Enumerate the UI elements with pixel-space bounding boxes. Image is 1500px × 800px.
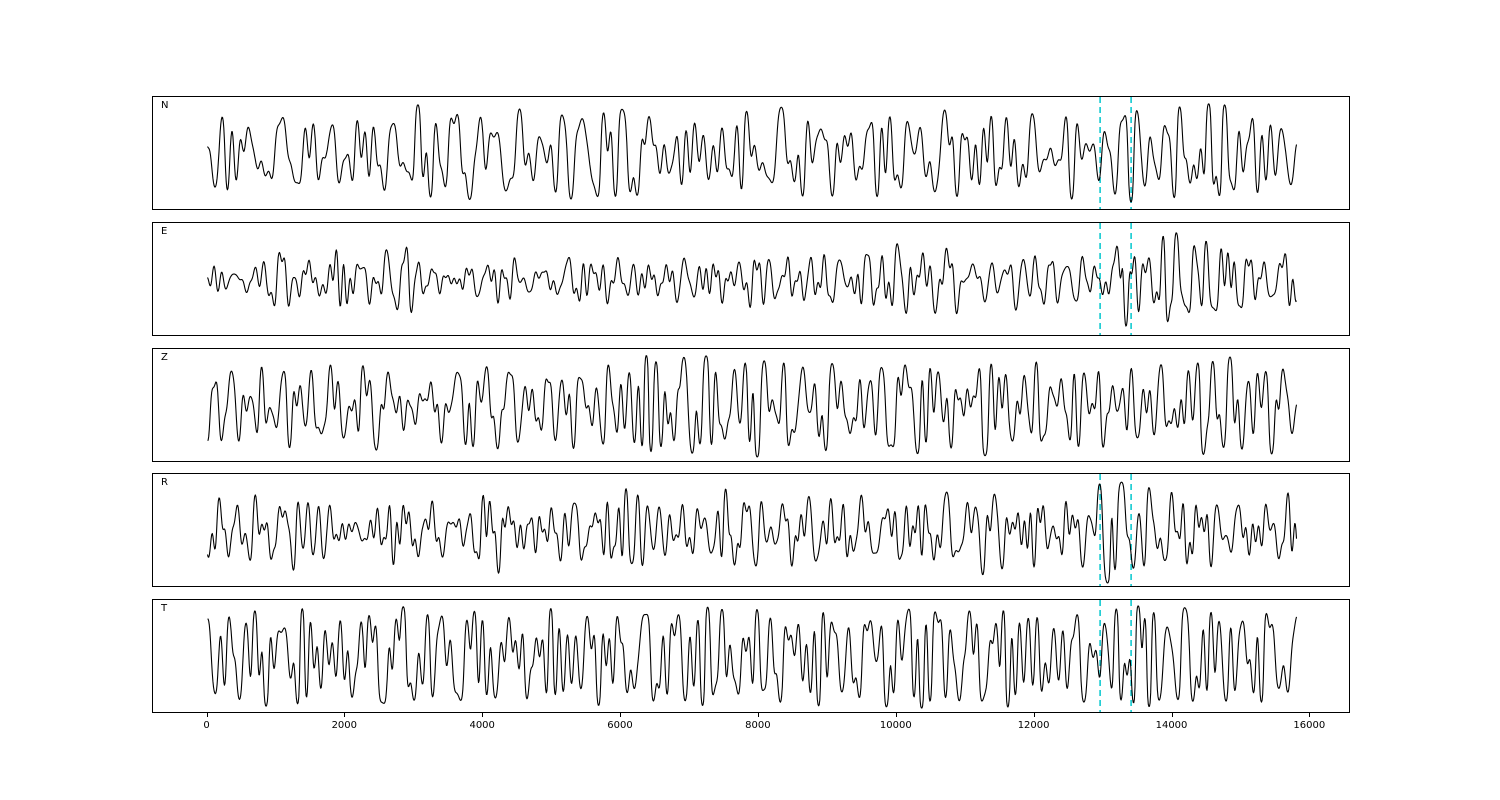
channel-label-z: Z: [161, 352, 168, 363]
x-tick-label: 6000: [607, 720, 633, 731]
x-tick-mark: [895, 713, 897, 717]
channel-label-t: T: [161, 603, 168, 614]
waveform-canvas-r: [206, 474, 1298, 586]
x-tick-mark: [620, 713, 621, 717]
waveform-canvas-t: [207, 600, 1298, 712]
x-tick-label: 2000: [331, 720, 358, 731]
waveform-trace-r: [206, 481, 1298, 584]
x-tick-label: 0: [203, 720, 210, 731]
waveform-panel-n: N: [152, 96, 1350, 210]
waveform-trace-e: [207, 232, 1297, 327]
x-tick-mark: [1033, 713, 1035, 717]
waveform-panel-r: R: [152, 473, 1350, 587]
waveform-panel-z: Z: [152, 348, 1350, 462]
waveform-canvas-z: [207, 355, 1298, 458]
x-tick-mark: [344, 713, 346, 717]
x-tick-label: 14000: [1155, 720, 1188, 731]
waveform-trace-z: [207, 355, 1298, 458]
x-tick-mark: [482, 713, 484, 717]
waveform-trace-n: [207, 103, 1298, 203]
x-tick-label: 4000: [469, 720, 495, 731]
waveform-trace-t: [207, 605, 1298, 709]
x-tick-label: 10000: [879, 720, 912, 731]
waveform-canvas-n: [207, 97, 1298, 209]
waveform-panel-e: E: [152, 222, 1350, 336]
x-tick-mark: [1309, 713, 1311, 717]
channel-label-r: R: [161, 477, 168, 488]
waveform-canvas-e: [207, 223, 1297, 335]
x-tick-mark: [1171, 713, 1173, 717]
x-tick-label: 8000: [745, 720, 771, 731]
channel-label-e: E: [161, 226, 168, 237]
x-tick-label: 16000: [1293, 720, 1326, 731]
x-tick-label: 12000: [1017, 720, 1050, 731]
x-tick-mark: [757, 713, 759, 717]
channel-label-n: N: [161, 100, 169, 111]
waveform-panel-t: T: [152, 599, 1350, 713]
x-tick-mark: [206, 713, 208, 717]
